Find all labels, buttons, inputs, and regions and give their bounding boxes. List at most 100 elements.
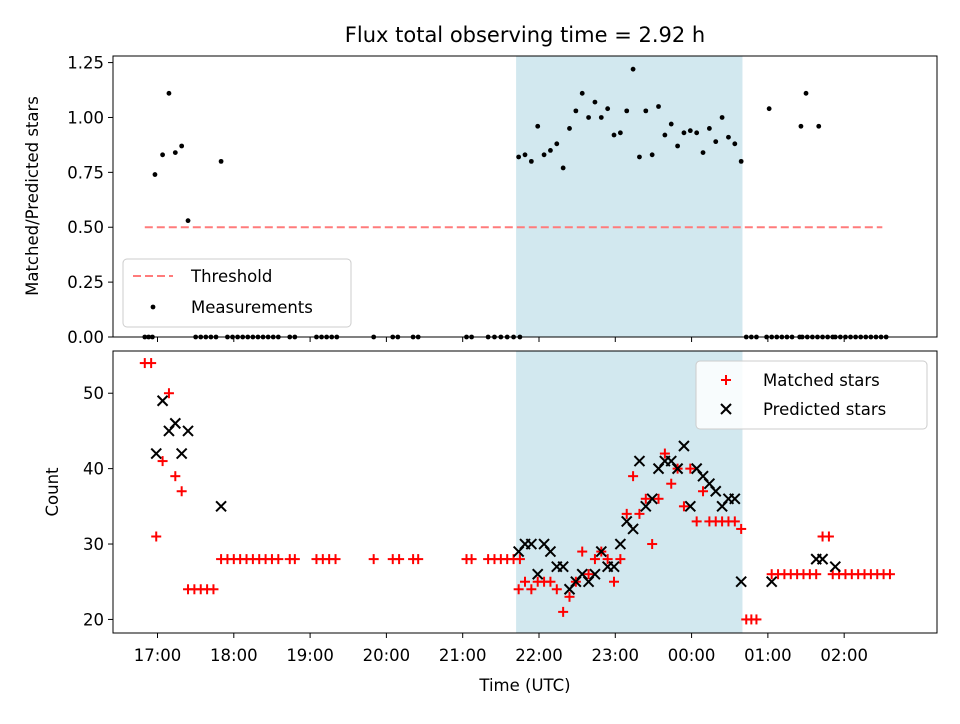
measurement-point xyxy=(637,154,642,160)
matched-star-point xyxy=(558,606,569,617)
matched-star-point xyxy=(577,546,588,557)
matched-star-point xyxy=(811,569,822,580)
x-tick-label: 01:00 xyxy=(744,646,792,665)
matched-star-point xyxy=(208,584,219,595)
measurement-point xyxy=(560,165,566,171)
measurement-point xyxy=(528,158,534,164)
measurement-point xyxy=(738,158,744,164)
predicted-star-point xyxy=(627,523,639,535)
measurement-point xyxy=(766,106,772,112)
matched-star-point xyxy=(170,471,181,482)
measurement-point xyxy=(798,123,804,129)
measurement-point xyxy=(706,126,712,131)
x-tick-label: 17:00 xyxy=(134,646,182,665)
predicted-star-point xyxy=(614,538,627,550)
measurement-point xyxy=(694,130,700,136)
top-x-ticks xyxy=(157,337,845,342)
bottom-y-axis-label: Count xyxy=(43,467,62,517)
measurement-point xyxy=(541,152,547,158)
matched-star-point xyxy=(678,501,689,512)
x-tick-label: 23:00 xyxy=(592,646,640,665)
x-tick-label: 00:00 xyxy=(668,646,716,665)
measurement-point xyxy=(598,115,604,120)
measurement-point xyxy=(522,152,528,158)
matched-star-point xyxy=(729,516,740,527)
matched-star-point xyxy=(551,584,562,595)
matched-star-point xyxy=(545,576,556,587)
matched-star-point xyxy=(151,531,162,542)
measurement-point xyxy=(726,134,731,140)
measurement-point xyxy=(643,108,649,114)
measurement-point xyxy=(713,139,719,145)
predicted-star-point xyxy=(678,440,690,452)
y-tick-label: 30 xyxy=(83,535,104,554)
legend-predicted-swatch xyxy=(720,403,732,415)
measurement-point xyxy=(687,128,693,134)
x-tick-label: 21:00 xyxy=(439,646,487,665)
predicted-star-point xyxy=(150,447,162,460)
measurement-point xyxy=(816,123,822,129)
measurement-point xyxy=(185,218,191,224)
matched-star-point xyxy=(514,554,525,565)
measurement-point xyxy=(656,104,661,109)
predicted-star-point xyxy=(156,395,169,407)
predicted-star-point xyxy=(710,485,722,497)
measurement-point xyxy=(662,132,668,138)
matched-star-point xyxy=(653,493,664,504)
y-tick-label: 1.25 xyxy=(67,54,104,73)
measurement-point xyxy=(675,143,680,149)
measurement-point xyxy=(573,108,579,114)
predicted-star-point xyxy=(595,545,608,558)
matched-star-point xyxy=(564,591,575,602)
measurement-point xyxy=(579,90,585,96)
top-legend: Threshold Measurements xyxy=(122,258,352,328)
observing-window-shade xyxy=(516,56,743,337)
predicted-star-point xyxy=(671,462,684,475)
matched-star-point xyxy=(157,456,168,467)
measurement-point xyxy=(732,141,738,147)
matched-star-point xyxy=(685,463,696,474)
matched-star-point xyxy=(621,508,632,519)
y-tick-label: 0.50 xyxy=(67,218,104,237)
matched-star-point xyxy=(615,554,626,565)
measurement-point xyxy=(554,141,560,147)
matched-star-point xyxy=(589,554,600,565)
measurement-point xyxy=(649,152,655,158)
chart-title: Flux total observing time = 2.92 h xyxy=(345,23,705,47)
measurement-point xyxy=(624,108,630,114)
matched-star-point xyxy=(823,531,834,542)
measurement-point xyxy=(681,130,687,136)
legend-predicted-label: Predicted stars xyxy=(763,400,886,419)
predicted-star-point xyxy=(169,417,182,430)
top-y-axis-label: Matched/Predicted stars xyxy=(23,96,42,296)
x-tick-label: 18:00 xyxy=(210,646,258,665)
matched-star-point xyxy=(884,569,895,580)
y-tick-label: 0.25 xyxy=(67,273,104,292)
matched-star-point xyxy=(413,554,424,565)
legend-box xyxy=(695,360,928,430)
top-shaded-region xyxy=(516,56,743,337)
x-axis-label: Time (UTC) xyxy=(478,676,570,695)
x-tick-label: 19:00 xyxy=(286,646,334,665)
matched-star-point xyxy=(628,471,639,482)
bottom-x-ticks: 17:00 18:00 19:00 20:00 21:00 22:00 23:00 00:00… xyxy=(134,633,868,665)
matched-star-point xyxy=(289,554,300,565)
matched-star-point xyxy=(736,523,747,534)
legend-box xyxy=(122,258,352,328)
predicted-star-point xyxy=(816,553,829,565)
matched-star-point xyxy=(520,576,530,587)
y-tick-label: 50 xyxy=(83,384,104,403)
predicted-star-point xyxy=(544,545,557,558)
y-tick-label: 0.00 xyxy=(67,328,104,347)
predicted-star-point xyxy=(633,455,646,467)
measurement-point xyxy=(611,132,617,138)
bottom-panel: 20 30 40 50 17:00 18:00 19:00 20:00 21:00 22:00 2… xyxy=(43,350,938,695)
legend-threshold-label: Threshold xyxy=(190,267,272,286)
measurement-point xyxy=(668,121,674,127)
measurement-point xyxy=(719,115,725,120)
y-tick-label: 40 xyxy=(83,460,104,479)
measurement-point xyxy=(516,154,522,160)
measurement-point xyxy=(700,150,706,155)
predicted-star-point xyxy=(215,500,227,513)
top-y-ticks: 0.00 0.25 0.50 0.75 1.00 1.25 xyxy=(67,54,113,347)
